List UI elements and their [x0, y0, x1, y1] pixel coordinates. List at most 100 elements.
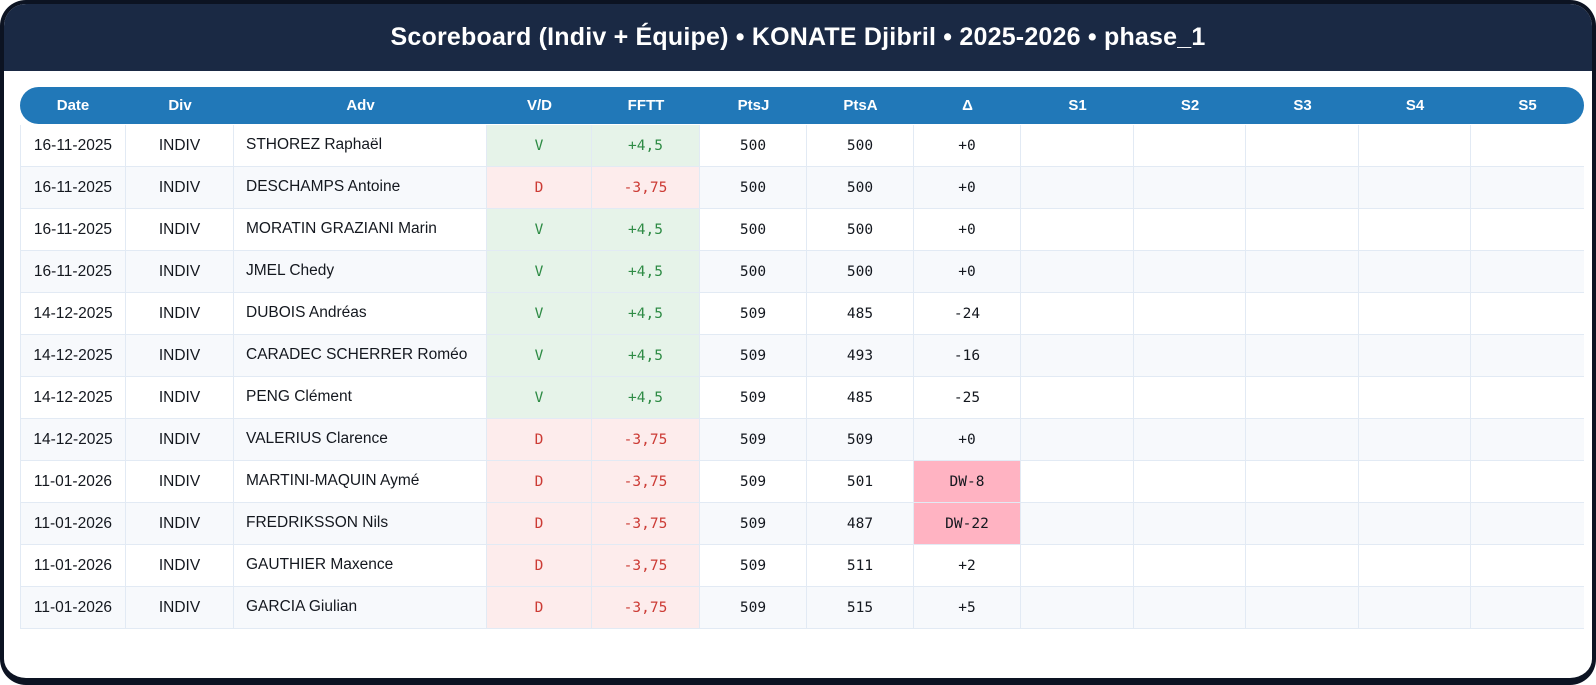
- cell-div: INDIV: [126, 125, 234, 166]
- cell-s5: [1471, 125, 1584, 166]
- column-header-adv: Adv: [346, 97, 375, 114]
- cell-s1: [1021, 587, 1134, 628]
- cell-fftt: +4,5: [592, 209, 700, 250]
- cell-s4: [1359, 503, 1471, 544]
- cell-s4: [1359, 461, 1471, 502]
- cell-s2: [1134, 125, 1246, 166]
- cell-s1: [1021, 461, 1134, 502]
- cell-fftt: +4,5: [592, 125, 700, 166]
- cell-s1: [1021, 503, 1134, 544]
- cell-adv: PENG Clément: [234, 377, 487, 418]
- cell-delta: +2: [914, 545, 1021, 586]
- cell-s2: [1134, 209, 1246, 250]
- cell-s1: [1021, 125, 1134, 166]
- cell-vd: D: [487, 419, 592, 460]
- cell-s2: [1134, 419, 1246, 460]
- cell-delta: +0: [914, 125, 1021, 166]
- table-header-row: Date Div Adv V/D FFTT PtsJ PtsA Δ S1 S2 …: [20, 87, 1584, 124]
- cell-s3: [1246, 503, 1359, 544]
- column-header-s4: S4: [1405, 97, 1425, 114]
- cell-s3: [1246, 587, 1359, 628]
- title-bar: Scoreboard (Indiv + Équipe) • KONATE Dji…: [4, 4, 1592, 71]
- column-header-div: Div: [168, 97, 192, 114]
- cell-div: INDIV: [126, 461, 234, 502]
- table-row: 14-12-2025 INDIV PENG Clément V +4,5 509…: [20, 377, 1584, 419]
- cell-fftt: -3,75: [592, 545, 700, 586]
- cell-ptsj: 500: [700, 251, 807, 292]
- cell-s5: [1471, 419, 1584, 460]
- table-row: 14-12-2025 INDIV VALERIUS Clarence D -3,…: [20, 419, 1584, 461]
- cell-fftt: +4,5: [592, 251, 700, 292]
- cell-adv: JMEL Chedy: [234, 251, 487, 292]
- cell-div: INDIV: [126, 545, 234, 586]
- cell-adv: MORATIN GRAZIANI Marin: [234, 209, 487, 250]
- cell-ptsj: 509: [700, 419, 807, 460]
- cell-date: 11-01-2026: [20, 503, 126, 544]
- cell-s5: [1471, 587, 1584, 628]
- cell-s3: [1246, 125, 1359, 166]
- cell-delta: DW-22: [914, 503, 1021, 544]
- cell-ptsj: 500: [700, 209, 807, 250]
- cell-adv: GAUTHIER Maxence: [234, 545, 487, 586]
- table-row: 16-11-2025 INDIV JMEL Chedy V +4,5 500 5…: [20, 251, 1584, 293]
- cell-vd: V: [487, 293, 592, 334]
- column-header-s5: S5: [1518, 97, 1537, 114]
- cell-vd: D: [487, 587, 592, 628]
- cell-adv: GARCIA Giulian: [234, 587, 487, 628]
- cell-s5: [1471, 545, 1584, 586]
- cell-s2: [1134, 335, 1246, 376]
- cell-date: 14-12-2025: [20, 377, 126, 418]
- cell-fftt: -3,75: [592, 503, 700, 544]
- cell-s5: [1471, 293, 1584, 334]
- cell-delta: DW-8: [914, 461, 1021, 502]
- cell-date: 11-01-2026: [20, 461, 126, 502]
- column-header-ptsa: PtsA: [843, 97, 878, 114]
- cell-fftt: +4,5: [592, 293, 700, 334]
- cell-s5: [1471, 167, 1584, 208]
- table-row: 16-11-2025 INDIV STHOREZ Raphaël V +4,5 …: [20, 125, 1584, 167]
- cell-s5: [1471, 503, 1584, 544]
- table-row: 11-01-2026 INDIV GARCIA Giulian D -3,75 …: [20, 587, 1584, 629]
- cell-div: INDIV: [126, 587, 234, 628]
- cell-div: INDIV: [126, 377, 234, 418]
- cell-s1: [1021, 335, 1134, 376]
- cell-s4: [1359, 293, 1471, 334]
- cell-s4: [1359, 587, 1471, 628]
- cell-adv: FREDRIKSSON Nils: [234, 503, 487, 544]
- table-row: 11-01-2026 INDIV FREDRIKSSON Nils D -3,7…: [20, 503, 1584, 545]
- cell-date: 16-11-2025: [20, 251, 126, 292]
- cell-ptsj: 500: [700, 167, 807, 208]
- cell-s1: [1021, 293, 1134, 334]
- cell-vd: V: [487, 335, 592, 376]
- table-row: 11-01-2026 INDIV MARTINI-MAQUIN Aymé D -…: [20, 461, 1584, 503]
- cell-ptsj: 500: [700, 125, 807, 166]
- cell-ptsj: 509: [700, 503, 807, 544]
- cell-s1: [1021, 167, 1134, 208]
- cell-s5: [1471, 335, 1584, 376]
- cell-vd: V: [487, 209, 592, 250]
- cell-fftt: -3,75: [592, 419, 700, 460]
- cell-s3: [1246, 335, 1359, 376]
- cell-ptsa: 500: [807, 125, 914, 166]
- cell-s4: [1359, 125, 1471, 166]
- cell-ptsa: 500: [807, 167, 914, 208]
- cell-adv: DUBOIS Andréas: [234, 293, 487, 334]
- column-header-date: Date: [56, 97, 90, 114]
- cell-s2: [1134, 545, 1246, 586]
- cell-adv: STHOREZ Raphaël: [234, 125, 487, 166]
- cell-s2: [1134, 251, 1246, 292]
- cell-vd: D: [487, 545, 592, 586]
- table-row: 16-11-2025 INDIV MORATIN GRAZIANI Marin …: [20, 209, 1584, 251]
- table-row: 14-12-2025 INDIV CARADEC SCHERRER Roméo …: [20, 335, 1584, 377]
- cell-ptsa: 485: [807, 293, 914, 334]
- cell-s5: [1471, 377, 1584, 418]
- cell-fftt: -3,75: [592, 461, 700, 502]
- cell-s2: [1134, 377, 1246, 418]
- cell-vd: V: [487, 377, 592, 418]
- cell-date: 14-12-2025: [20, 419, 126, 460]
- cell-delta: +0: [914, 419, 1021, 460]
- cell-fftt: +4,5: [592, 377, 700, 418]
- cell-adv: DESCHAMPS Antoine: [234, 167, 487, 208]
- cell-s1: [1021, 209, 1134, 250]
